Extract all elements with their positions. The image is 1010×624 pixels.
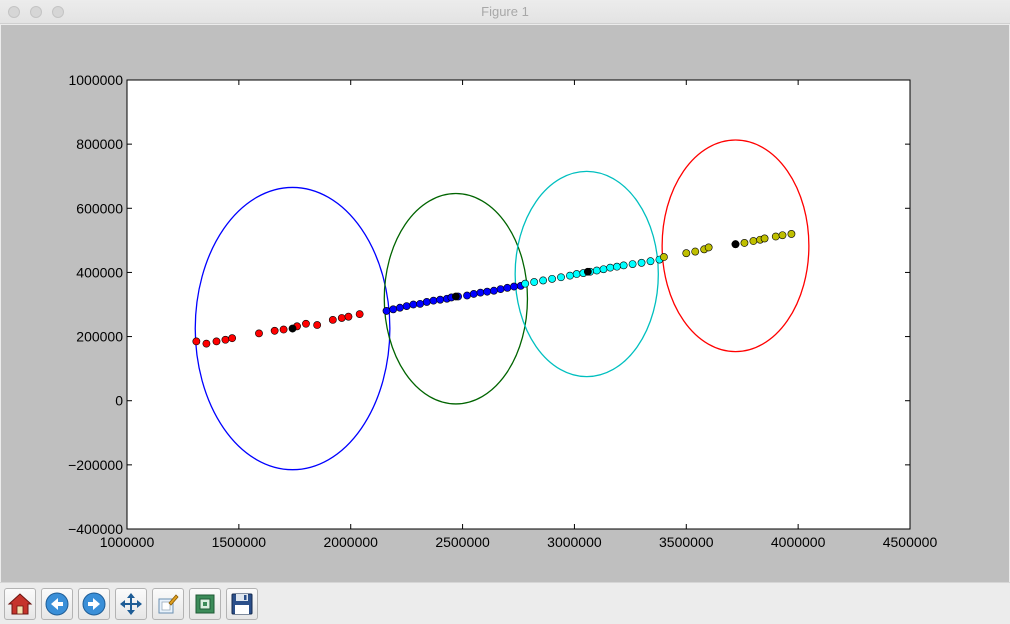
- data-point: [203, 340, 210, 347]
- data-point: [531, 278, 538, 285]
- data-point: [390, 306, 397, 313]
- data-point: [692, 248, 699, 255]
- centroid-point-1: [289, 325, 296, 332]
- x-tick-label: 2500000: [435, 534, 490, 550]
- data-point: [600, 266, 607, 273]
- data-point: [484, 288, 491, 295]
- data-point: [437, 296, 444, 303]
- data-point: [222, 336, 229, 343]
- data-point: [620, 262, 627, 269]
- x-tick-label: 4500000: [883, 534, 938, 550]
- data-point: [638, 259, 645, 266]
- data-point: [345, 313, 352, 320]
- data-point: [383, 307, 390, 314]
- x-tick-label: 1500000: [212, 534, 267, 550]
- data-point: [280, 326, 287, 333]
- data-point: [593, 267, 600, 274]
- data-point: [229, 335, 236, 342]
- data-point: [647, 258, 654, 265]
- pan-button[interactable]: [115, 588, 147, 620]
- pan-icon: [118, 591, 144, 617]
- data-point: [314, 321, 321, 328]
- data-point: [522, 280, 529, 287]
- y-tick-label: 200000: [76, 329, 123, 345]
- data-point: [613, 263, 620, 270]
- data-point: [548, 275, 555, 282]
- data-point: [396, 304, 403, 311]
- forward-button[interactable]: [78, 588, 110, 620]
- centroid-point-2: [452, 293, 459, 300]
- x-tick-label: 2000000: [323, 534, 378, 550]
- x-tick-label: 4000000: [771, 534, 826, 550]
- data-point: [403, 303, 410, 310]
- data-point: [470, 290, 477, 297]
- y-tick-label: 400000: [76, 264, 123, 280]
- data-point: [430, 297, 437, 304]
- data-point: [255, 330, 262, 337]
- data-point: [504, 284, 511, 291]
- data-point: [490, 287, 497, 294]
- data-point: [607, 264, 614, 271]
- back-icon: [44, 591, 70, 617]
- zoom-to-rect-icon: [192, 591, 218, 617]
- y-tick-label: 0: [115, 393, 123, 409]
- configure-subplots-icon: [155, 591, 181, 617]
- y-tick-label: 800000: [76, 136, 123, 152]
- data-point: [423, 298, 430, 305]
- x-tick-label: 3500000: [659, 534, 714, 550]
- data-point: [497, 286, 504, 293]
- title-bar[interactable]: Figure 1: [0, 0, 1010, 24]
- data-point: [683, 250, 690, 257]
- data-point: [271, 327, 278, 334]
- back-button[interactable]: [41, 588, 73, 620]
- x-tick-label: 3000000: [547, 534, 602, 550]
- save-icon: [229, 591, 255, 617]
- data-point: [540, 277, 547, 284]
- data-point: [772, 233, 779, 240]
- zoom-to-rect-button[interactable]: [189, 588, 221, 620]
- y-tick-label: −200000: [68, 457, 123, 473]
- data-point: [338, 314, 345, 321]
- data-point: [761, 235, 768, 242]
- data-point: [213, 338, 220, 345]
- data-point: [779, 232, 786, 239]
- scatter-plot: 1000000 1500000 2000000 2500000 3000000 35000…: [1, 25, 1009, 582]
- data-point: [750, 237, 757, 244]
- data-point: [302, 320, 309, 327]
- forward-icon: [81, 591, 107, 617]
- centroid-point-3: [584, 268, 591, 275]
- data-point: [660, 253, 667, 260]
- save-button[interactable]: [226, 588, 258, 620]
- figure-canvas[interactable]: 1000000 1500000 2000000 2500000 3000000 35000…: [1, 25, 1009, 582]
- y-tick-label: 600000: [76, 200, 123, 216]
- home-button[interactable]: [4, 588, 36, 620]
- configure-subplots-button[interactable]: [152, 588, 184, 620]
- data-point: [356, 311, 363, 318]
- navigation-toolbar: [0, 582, 1010, 624]
- data-point: [573, 270, 580, 277]
- data-point: [193, 338, 200, 345]
- data-point: [477, 289, 484, 296]
- data-point: [566, 272, 573, 279]
- window-title: Figure 1: [0, 4, 1010, 19]
- data-point: [741, 239, 748, 246]
- data-point: [416, 300, 423, 307]
- data-point: [629, 260, 636, 267]
- centroid-point-4: [732, 241, 739, 248]
- y-tick-label: 1000000: [68, 72, 123, 88]
- data-point: [788, 230, 795, 237]
- home-icon: [7, 591, 33, 617]
- y-tick-label: −400000: [68, 521, 123, 537]
- data-point: [557, 274, 564, 281]
- data-point: [329, 316, 336, 323]
- data-point: [705, 244, 712, 251]
- data-point: [410, 301, 417, 308]
- data-point: [463, 292, 470, 299]
- data-point: [510, 283, 517, 290]
